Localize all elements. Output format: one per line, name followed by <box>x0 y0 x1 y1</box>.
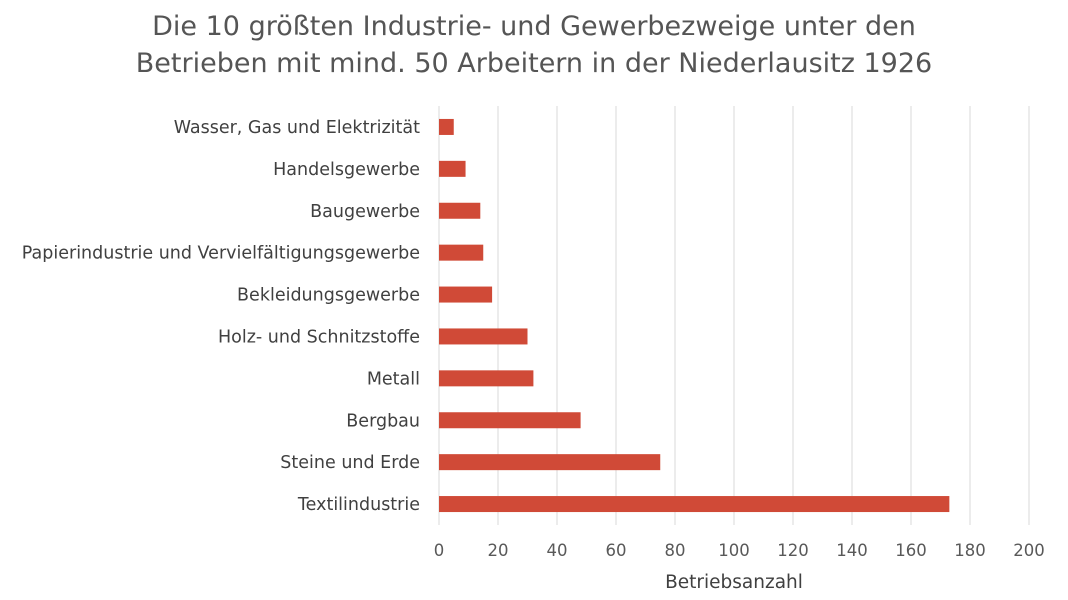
chart-title: Die 10 größten Industrie- und Gewerbezwe… <box>0 8 1068 82</box>
category-label: Textilindustrie <box>297 495 420 515</box>
x-tick-label: 80 <box>665 541 686 560</box>
category-labels: Wasser, Gas und Elektrizität Handelsgewer… <box>22 118 420 515</box>
category-label: Papierindustrie und Vervielfältigungsgew… <box>22 244 420 264</box>
bar <box>439 412 581 429</box>
x-tick-labels: 0 20 40 60 80 100 120 140 160 180 200 <box>434 541 1045 560</box>
chart-title-line-1: Die 10 größten Industrie- und Gewerbezwe… <box>152 11 916 42</box>
x-tick-label: 180 <box>954 541 986 560</box>
category-label: Handelsgewerbe <box>273 160 420 180</box>
bar <box>439 118 454 135</box>
bar <box>439 160 466 177</box>
bar <box>439 244 484 261</box>
bars <box>439 118 950 513</box>
category-label: Baugewerbe <box>310 202 420 222</box>
x-tick-label: 60 <box>606 541 627 560</box>
category-label: Holz- und Schnitzstoffe <box>218 327 420 347</box>
category-label: Bekleidungsgewerbe <box>237 286 420 306</box>
bar <box>439 370 534 387</box>
bar <box>439 454 661 471</box>
x-tick-label: 200 <box>1013 541 1045 560</box>
chart-title-line-2: Betrieben mit mind. 50 Arbeitern in der … <box>135 48 933 79</box>
x-tick-label: 160 <box>895 541 927 560</box>
bar <box>439 202 481 219</box>
bar <box>439 328 528 345</box>
x-tick-label: 100 <box>718 541 750 560</box>
x-axis-title: Betriebsanzahl <box>665 572 803 593</box>
category-label: Metall <box>367 369 420 389</box>
bar <box>439 496 950 513</box>
category-label: Bergbau <box>346 411 420 431</box>
x-tick-label: 40 <box>547 541 568 560</box>
x-tick-label: 20 <box>488 541 509 560</box>
x-tick-label: 120 <box>777 541 809 560</box>
x-tick-label: 140 <box>836 541 868 560</box>
category-label: Wasser, Gas und Elektrizität <box>174 118 420 138</box>
category-label: Steine und Erde <box>280 453 420 473</box>
x-tick-label: 0 <box>434 541 445 560</box>
bar <box>439 286 493 303</box>
